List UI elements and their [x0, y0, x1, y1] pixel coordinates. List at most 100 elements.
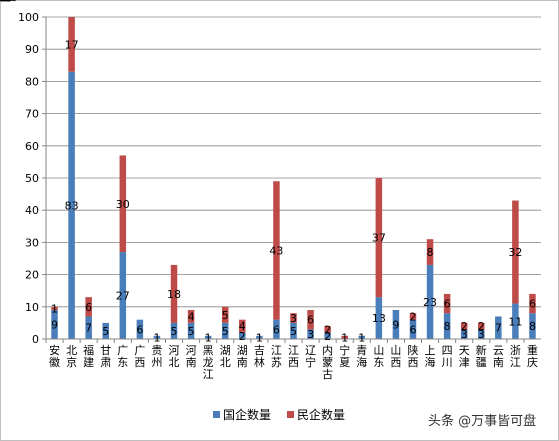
bar-minqi — [221, 306, 229, 323]
data-label: 6 — [136, 323, 143, 336]
bar-guoqi — [239, 332, 246, 339]
data-label: 5 — [222, 309, 229, 322]
bar-guoqi — [409, 319, 417, 339]
gridlines — [46, 16, 541, 308]
bar-guoqi — [68, 71, 75, 340]
data-label: 5 — [102, 325, 109, 338]
bar-guoqi — [358, 335, 366, 339]
data-label: 6 — [273, 323, 280, 336]
bar-guoqi — [495, 316, 502, 339]
bar-guoqi — [153, 335, 161, 339]
bar-guoqi — [392, 310, 400, 339]
data-label: 5 — [188, 325, 195, 338]
data-label: 23 — [423, 296, 437, 309]
data-label: 4 — [188, 310, 195, 323]
y-tick-label: 50 — [25, 172, 39, 185]
data-label: 1 — [153, 331, 160, 344]
data-label: 1 — [358, 331, 365, 344]
bar-minqi — [187, 310, 195, 323]
bar-guoqi — [170, 322, 178, 339]
legend-swatch-guoqi — [213, 411, 220, 418]
bar-guoqi — [119, 252, 127, 339]
data-label: 8 — [427, 246, 434, 259]
bar-guoqi — [426, 264, 434, 339]
data-label: 9 — [51, 319, 58, 332]
bar-guoqi — [478, 329, 485, 339]
data-label: 3 — [478, 328, 485, 341]
data-label: 3 — [461, 328, 468, 341]
data-label: 2 — [409, 310, 416, 323]
data-label: 8 — [529, 320, 536, 333]
data-label: 7 — [85, 322, 92, 335]
data-label: 11 — [508, 315, 522, 328]
bar-guoqi — [102, 322, 109, 339]
data-label: 2 — [461, 320, 468, 333]
data-label: 6 — [444, 298, 451, 311]
bar-guoqi — [290, 322, 297, 339]
bar-guoqi — [136, 319, 144, 339]
bar-minqi — [51, 306, 58, 311]
data-label: 18 — [167, 288, 181, 301]
data-label: 9 — [392, 319, 399, 332]
data-label: 37 — [372, 232, 386, 245]
bar-guoqi — [307, 329, 314, 339]
bar-minqi — [512, 200, 519, 304]
bar-minqi — [443, 293, 451, 314]
bar-guoqi — [187, 322, 195, 339]
y-tick-label: 80 — [25, 75, 39, 88]
bar-minqi — [68, 17, 75, 72]
bar-guoqi — [512, 303, 519, 339]
bar-minqi — [307, 310, 314, 330]
bar-guoqi — [375, 297, 383, 339]
data-label: 2 — [324, 323, 331, 336]
data-label: 6 — [409, 323, 416, 336]
y-tick-label: 40 — [25, 204, 39, 217]
data-label: 3 — [290, 312, 297, 325]
data-label: 1 — [51, 302, 58, 315]
data-label: 6 — [307, 314, 314, 327]
bar-minqi — [529, 293, 536, 314]
bar-minqi — [239, 319, 246, 333]
y-tick-label: 20 — [25, 269, 39, 282]
data-label: 1 — [205, 331, 212, 344]
y-tick-label: 90 — [25, 43, 39, 56]
data-label: 1 — [256, 331, 263, 344]
data-label: 8 — [444, 320, 451, 333]
data-label: 27 — [116, 290, 130, 303]
legend-swatch-minqi — [287, 411, 294, 418]
bar-guoqi — [256, 335, 263, 339]
bar-minqi — [273, 181, 280, 320]
bar-guoqi — [529, 313, 536, 339]
data-label: 6 — [529, 298, 536, 311]
y-tick-label: 0 — [32, 333, 39, 346]
bar-guoqi — [324, 332, 331, 339]
bar-minqi — [341, 335, 348, 339]
bar-minqi — [119, 155, 127, 253]
legend-label-minqi: 民企数量 — [297, 407, 345, 422]
bar-minqi — [170, 264, 178, 323]
data-label: 17 — [65, 38, 79, 51]
bar-guoqi — [273, 319, 280, 339]
y-tick-label: 100 — [18, 11, 39, 24]
y-tick-label: 30 — [25, 236, 39, 249]
bar-minqi — [324, 326, 331, 333]
legend-label-guoqi: 国企数量 — [223, 407, 271, 422]
y-tick-label: 60 — [25, 140, 39, 153]
bar-guoqi — [460, 329, 468, 339]
bar-minqi — [375, 178, 383, 298]
bar-guoqi — [51, 310, 58, 339]
legend: 国企数量 民企数量 — [213, 407, 345, 422]
bar-minqi — [290, 313, 297, 323]
y-tick-label: 70 — [25, 108, 39, 121]
bars — [51, 17, 536, 340]
data-label: 2 — [478, 320, 485, 333]
data-label: 43 — [269, 244, 283, 257]
bar-guoqi — [204, 335, 212, 339]
bar-minqi — [409, 313, 417, 320]
bar-minqi — [460, 322, 468, 330]
data-label: 5 — [290, 325, 297, 338]
data-label: 83 — [65, 199, 79, 212]
data-label: 2 — [324, 330, 331, 343]
